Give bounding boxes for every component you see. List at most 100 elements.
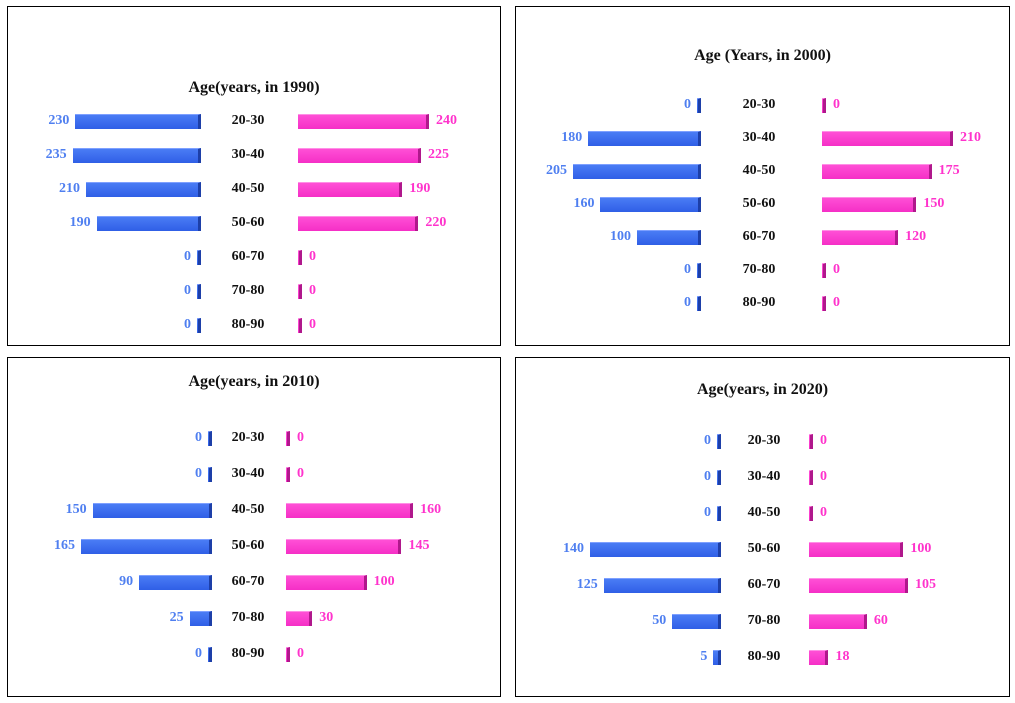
category-label: 50-60 [231, 215, 265, 230]
male-bar [197, 250, 201, 265]
chart-panel: Age(years, in 2010) 20-30 0 0 30-40 0 0 40-50 15… [7, 357, 501, 697]
male-value-label: 140 [563, 541, 584, 556]
female-bar [822, 98, 826, 113]
male-bar [573, 164, 701, 179]
category-label: 80-90 [231, 317, 265, 332]
male-value-label: 150 [65, 502, 87, 517]
male-bar [86, 182, 201, 197]
category-label: 80-90 [747, 649, 781, 664]
category-label: 50-60 [742, 196, 776, 211]
female-bar [298, 114, 429, 129]
female-value-label: 18 [835, 649, 850, 664]
category-label: 30-40 [747, 469, 781, 484]
female-value-label: 0 [309, 249, 316, 264]
male-bar [189, 611, 212, 626]
female-value-label: 0 [820, 469, 827, 484]
female-value-label: 0 [297, 646, 304, 661]
male-bar [197, 318, 201, 333]
male-bar [713, 650, 721, 665]
male-bar [139, 575, 212, 590]
category-label: 70-80 [231, 283, 265, 298]
female-bar [822, 131, 953, 146]
male-bar [92, 503, 212, 518]
female-bar [286, 503, 414, 518]
female-value-label: 100 [910, 541, 932, 556]
female-bar [298, 284, 302, 299]
female-bar [298, 318, 302, 333]
male-value-label: 160 [573, 196, 595, 211]
category-label: 30-40 [231, 147, 265, 162]
category-label: 20-30 [742, 97, 776, 112]
male-value-label: 180 [561, 130, 583, 145]
chart-panel: Age(years, in 2020) 20-30 0 0 30-40 0 0 40-50 0 0… [515, 357, 1010, 697]
female-bar [286, 539, 402, 554]
category-label: 20-30 [231, 113, 265, 128]
female-bar [809, 578, 908, 593]
female-value-label: 0 [833, 295, 840, 310]
female-bar [822, 263, 826, 278]
category-label: 60-70 [742, 229, 776, 244]
category-label: 50-60 [231, 538, 265, 553]
female-value-label: 0 [309, 283, 316, 298]
chart-title: Age (Years, in 2000) [694, 47, 831, 64]
female-value-label: 0 [297, 466, 304, 481]
male-bar [717, 434, 721, 449]
female-value-label: 225 [428, 147, 449, 162]
chart-title: Age(years, in 2020) [696, 381, 829, 398]
female-value-label: 0 [820, 505, 827, 520]
chart-title: Age(years, in 2010) [188, 373, 320, 390]
female-value-label: 0 [820, 433, 827, 448]
female-bar [809, 650, 829, 665]
female-bar [822, 197, 917, 212]
male-value-label: 0 [704, 505, 711, 520]
category-label: 20-30 [747, 433, 781, 448]
female-bar [286, 611, 313, 626]
male-bar [81, 539, 212, 554]
category-label: 80-90 [231, 646, 265, 661]
category-label: 70-80 [747, 613, 781, 628]
male-bar [208, 431, 212, 446]
male-value-label: 235 [45, 147, 67, 162]
female-bar [298, 148, 421, 163]
female-value-label: 210 [960, 130, 981, 145]
male-value-label: 25 [169, 610, 184, 625]
male-bar [208, 647, 212, 662]
male-value-label: 0 [184, 317, 191, 332]
female-bar [298, 250, 302, 265]
female-bar [822, 296, 826, 311]
female-value-label: 150 [923, 196, 945, 211]
male-bar [697, 98, 701, 113]
female-bar [286, 647, 290, 662]
category-label: 60-70 [747, 577, 781, 592]
female-bar [298, 182, 403, 197]
male-bar [697, 263, 701, 278]
male-value-label: 205 [546, 163, 568, 178]
male-value-label: 0 [195, 466, 202, 481]
category-label: 30-40 [231, 466, 265, 481]
female-bar [286, 431, 290, 446]
category-label: 20-30 [231, 430, 265, 445]
male-value-label: 165 [54, 538, 75, 553]
male-bar [590, 542, 721, 557]
category-label: 50-60 [747, 541, 781, 556]
female-bar [809, 470, 813, 485]
category-label: 40-50 [742, 163, 776, 178]
female-value-label: 175 [938, 163, 960, 178]
female-value-label: 120 [905, 229, 927, 244]
male-bar [197, 284, 201, 299]
category-label: 40-50 [231, 502, 265, 517]
male-value-label: 0 [184, 283, 191, 298]
category-label: 60-70 [231, 574, 265, 589]
male-value-label: 90 [119, 574, 134, 589]
category-label: 30-40 [742, 130, 776, 145]
male-bar [717, 470, 721, 485]
male-value-label: 230 [48, 113, 70, 128]
male-value-label: 0 [684, 262, 691, 277]
female-value-label: 240 [436, 113, 457, 128]
female-bar [286, 467, 290, 482]
male-bar [72, 148, 201, 163]
female-value-label: 220 [425, 215, 447, 230]
female-value-label: 160 [420, 502, 442, 517]
male-value-label: 190 [69, 215, 91, 230]
male-bar [697, 296, 701, 311]
